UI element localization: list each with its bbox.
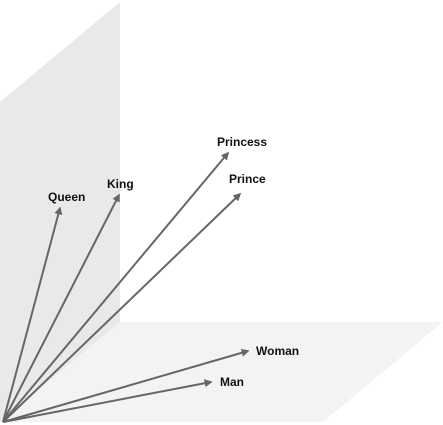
- arrow-queen: [2, 206, 63, 423]
- vector-queen: Queen: [2, 190, 85, 423]
- arrow-prince: [2, 192, 242, 423]
- label-princess: Princess: [217, 135, 267, 149]
- vector-king: King: [2, 177, 134, 423]
- label-woman: Woman: [256, 344, 299, 358]
- arrow-woman: [2, 348, 250, 423]
- label-queen: Queen: [48, 190, 85, 204]
- label-man: Man: [220, 375, 244, 389]
- label-prince: Prince: [229, 172, 266, 186]
- floor-plane: [0, 322, 443, 422]
- vector-princess: Princess: [2, 135, 267, 423]
- label-king: King: [107, 177, 134, 191]
- vector-man: Man: [2, 375, 244, 423]
- arrow-man: [2, 379, 213, 423]
- vector-prince: Prince: [2, 172, 266, 423]
- vector-woman: Woman: [2, 344, 299, 423]
- arrow-king: [2, 193, 120, 423]
- arrow-princess: [2, 151, 230, 423]
